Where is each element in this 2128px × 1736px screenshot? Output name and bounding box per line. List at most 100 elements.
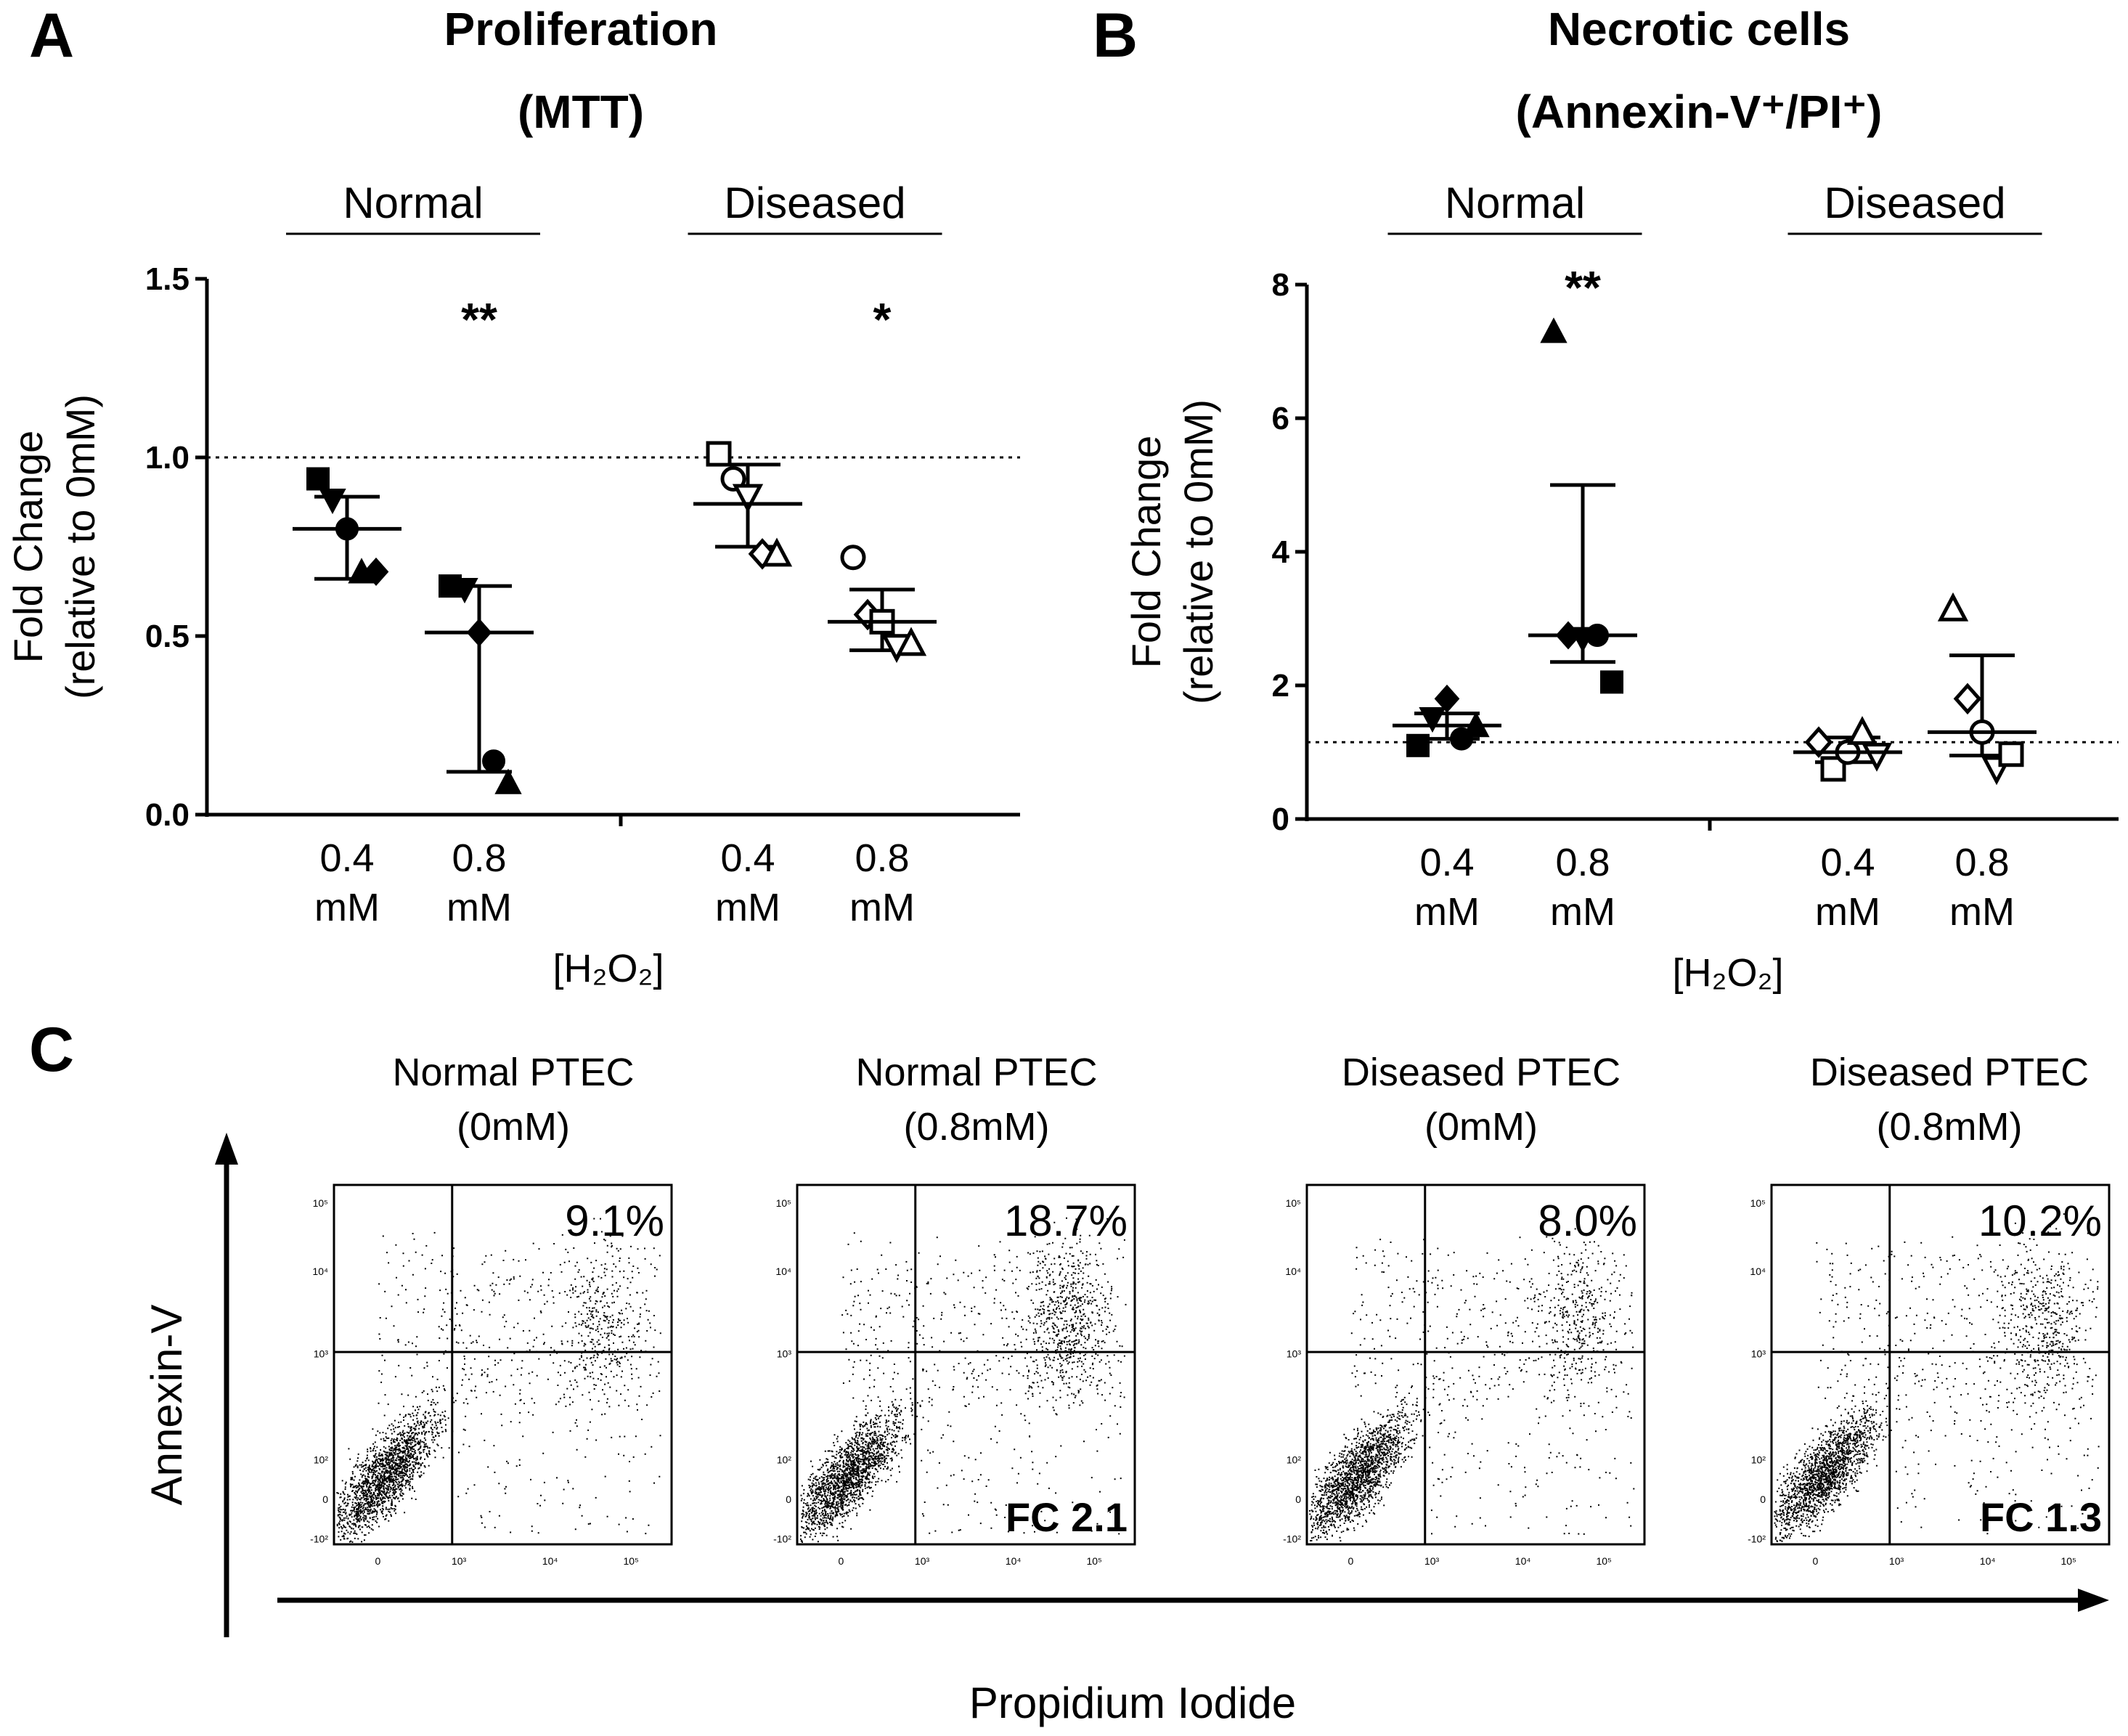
chart-b-x-tick-unit: mM — [1550, 890, 1615, 934]
chart-a-x-tick-unit: mM — [314, 886, 380, 929]
chart-b-data-point — [1804, 726, 1833, 758]
chart-c-x-tick-label: 10⁵ — [624, 1555, 639, 1567]
chart-b-data-point — [1846, 716, 1878, 745]
chart-a-y-tick-label: 1.0 — [145, 440, 189, 476]
chart-b-x-tick-label: 0.4 — [1419, 841, 1474, 884]
chart-a-x-tick-label: 0.8 — [855, 836, 909, 880]
chart-c-plot-subtitle: (0.8mM) — [1877, 1105, 2023, 1149]
chart-c-plot-title: Diseased PTEC — [1810, 1051, 2089, 1094]
chart-c-x-tick-label: 10⁴ — [1515, 1555, 1531, 1567]
chart-c-y-tick-label: 10⁵ — [776, 1197, 791, 1209]
chart-c-y-tick-label: 10⁴ — [1750, 1266, 1766, 1277]
chart-c-x-tick-label: 0 — [1348, 1555, 1354, 1567]
chart-c-event-dots — [336, 1218, 661, 1543]
chart-c-y-axis-title: Annexin-V — [142, 1305, 191, 1506]
chart-c-y-tick-label: 10⁵ — [1750, 1197, 1766, 1209]
chart-c-plot-subtitle: (0mM) — [1424, 1105, 1538, 1149]
chart-b-plot: 0 2 4 6 8 Fold Change (relative to 0mM) Normal D… — [1123, 179, 2119, 995]
chart-a-y-axis-title: Fold Change — [5, 431, 51, 664]
chart-c-y-tick-label: -10² — [773, 1533, 791, 1545]
chart-a-y-tick-label: 0.0 — [145, 797, 189, 833]
chart-b-y-tick-label: 6 — [1272, 401, 1289, 436]
chart-b-y-tick-label: 8 — [1272, 267, 1289, 303]
chart-c-events — [336, 1218, 661, 1543]
chart-c-upper-right-percent: 18.7% — [1004, 1197, 1128, 1245]
chart-c-x-tick-label: 10³ — [452, 1555, 467, 1567]
panel-letter-b: B — [1093, 1, 1138, 70]
chart-a-x-tick-unit: mM — [715, 886, 780, 929]
chart-c-x-tick-label: 10⁴ — [1006, 1555, 1022, 1567]
chart-b-title-line1: Necrotic cells — [1548, 3, 1850, 55]
chart-c-events — [1309, 1228, 1635, 1542]
chart-b-x-tick-label: 0.8 — [1954, 841, 2009, 884]
chart-c-y-tick-label: -10² — [1748, 1533, 1766, 1545]
chart-c-y-tick-label: 10³ — [1287, 1348, 1302, 1360]
chart-b-data-point — [1953, 682, 1982, 715]
chart-a-group-label: Normal — [343, 179, 483, 227]
chart-c-plot-subtitle: (0mM) — [457, 1105, 570, 1149]
chart-c-fold-change-label: FC 1.3 — [1980, 1494, 2102, 1540]
chart-a-y-axis-subtitle: (relative to 0mM) — [57, 394, 103, 699]
chart-c-y-tick-label: 10² — [314, 1454, 329, 1466]
chart-a-data-point — [363, 557, 389, 586]
chart-b-data-point — [1540, 317, 1568, 343]
chart-b-data-point — [1937, 592, 1969, 622]
chart-b-x-tick-label: 0.4 — [1820, 841, 1875, 884]
chart-a-data-point — [306, 467, 330, 491]
chart-c-x-tick-label: 0 — [375, 1555, 381, 1567]
chart-b-x-tick-unit: mM — [1414, 890, 1480, 934]
chart-c-plot-frame — [796, 1183, 1136, 1546]
chart-b-x-axis-title: [H₂O₂] — [1673, 951, 1784, 995]
chart-b-y-tick-label: 4 — [1272, 534, 1290, 570]
chart-a-data-point — [761, 537, 793, 567]
chart-b-x-tick-label: 0.8 — [1555, 841, 1610, 884]
chart-b-data-point — [1406, 733, 1430, 757]
chart-c-pi-axis — [277, 1589, 2109, 1612]
chart-a-data-point — [895, 627, 927, 656]
chart-b-group-label: Normal — [1445, 179, 1585, 227]
chart-c-plot-subtitle: (0.8mM) — [904, 1105, 1050, 1149]
chart-b-y-axis-title: Fold Change — [1123, 436, 1169, 669]
chart-b-title-line2: (Annexin-V⁺/PI⁺) — [1516, 86, 1883, 138]
chart-c-event-dots — [1309, 1228, 1635, 1542]
chart-b-data-point — [1861, 743, 1893, 772]
chart-b-significance-label: ** — [1565, 261, 1601, 314]
chart-c-upper-right-percent: 8.0% — [1538, 1197, 1637, 1245]
chart-c-upper-right-percent: 10.2% — [1978, 1197, 2102, 1245]
chart-c-y-tick-label: 0 — [786, 1493, 791, 1505]
chart-b-y-tick-label: 2 — [1272, 668, 1289, 704]
panel-letter-c: C — [29, 1015, 74, 1085]
chart-c-plot-title: Diseased PTEC — [1342, 1051, 1621, 1094]
chart-c-x-axis-title: Propidium Iodide — [969, 1679, 1296, 1727]
chart-c-y-tick-label: 10² — [1751, 1454, 1766, 1466]
chart-c-plot-title: Normal PTEC — [392, 1051, 634, 1094]
chart-a-title-line1: Proliferation — [444, 3, 718, 55]
chart-c-upper-right-percent: 9.1% — [565, 1197, 664, 1245]
chart-a-x-tick-unit: mM — [849, 886, 915, 929]
chart-a-x-tick-unit: mM — [447, 886, 512, 929]
chart-c-annexin-axis — [215, 1133, 238, 1637]
chart-c-y-tick-label: -10² — [310, 1533, 328, 1545]
chart-c-x-tick-label: 10⁵ — [1597, 1555, 1612, 1567]
chart-c-y-tick-label: 10² — [1287, 1454, 1302, 1466]
chart-c-x-tick-label: 10³ — [915, 1555, 930, 1567]
chart-a-group-label: Diseased — [724, 179, 905, 227]
chart-c-y-tick-label: 10² — [777, 1454, 792, 1466]
chart-a-x-axis-title: [H₂O₂] — [553, 947, 664, 990]
chart-a-x-tick-label: 0.4 — [720, 836, 775, 880]
chart-a-significance-label: * — [873, 293, 892, 346]
chart-a-data-point — [482, 749, 505, 773]
chart-b-group-label: Diseased — [1824, 179, 2005, 227]
chart-a-data-point — [319, 489, 346, 515]
chart-a-y-tick-label: 1.5 — [145, 261, 189, 297]
chart-a-data-point — [706, 441, 732, 467]
chart-c-x-tick-label: 10⁵ — [2061, 1555, 2076, 1567]
chart-a-x-tick-label: 0.8 — [452, 836, 506, 880]
chart-c-x-tick-label: 10⁴ — [542, 1555, 558, 1567]
chart-a-data-point — [732, 484, 764, 513]
chart-b-data-point — [1419, 707, 1446, 733]
chart-c-y-tick-label: 10⁵ — [1286, 1197, 1301, 1209]
chart-a-y-tick-label: 0.5 — [145, 619, 189, 654]
chart-c-fold-change-label: FC 2.1 — [1006, 1494, 1128, 1540]
